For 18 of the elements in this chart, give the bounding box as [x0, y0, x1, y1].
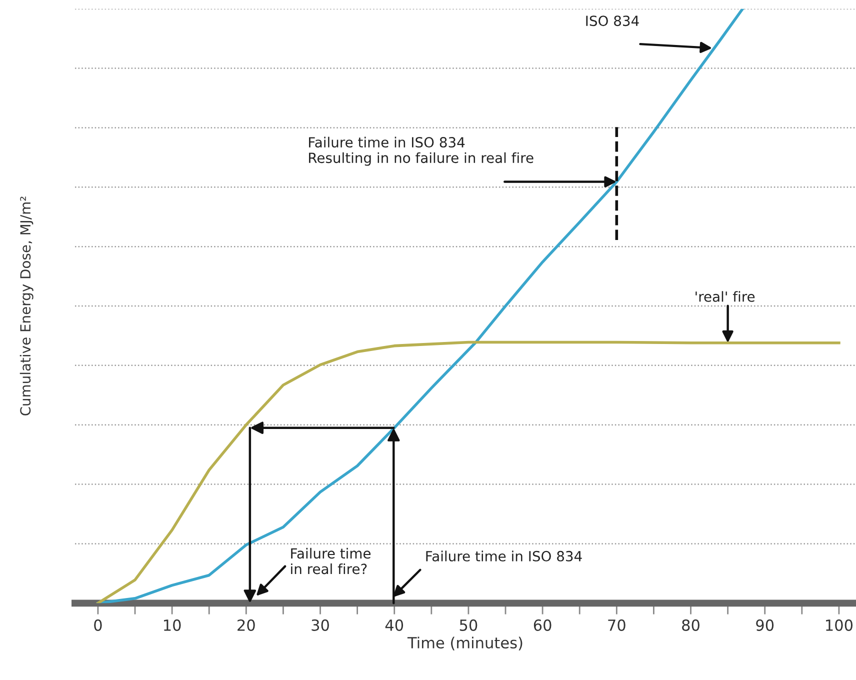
x-tick-label: 60: [534, 619, 552, 631]
annotation: 'real' fire: [696, 291, 755, 302]
x-tick-label: 50: [460, 619, 478, 631]
x-tick-label: 80: [682, 619, 700, 631]
x-tick-label: 0: [94, 619, 102, 631]
x-tick-label: 70: [608, 619, 626, 631]
x-tick-label: 30: [312, 619, 329, 631]
annotation: Failure time in real fire?: [291, 548, 371, 574]
x-tick-label: 20: [238, 619, 255, 631]
x-tick-label: 100: [826, 619, 853, 631]
x-tick-label: 10: [164, 619, 181, 631]
annotation: Failure time in ISO 834: [426, 550, 582, 562]
annotation: ISO 834: [586, 16, 639, 26]
x-tick-label: 90: [756, 619, 774, 631]
annotation: Failure time in ISO 834 Resulting in no failure in real fire: [309, 136, 534, 166]
x-tick-label: 40: [385, 619, 404, 631]
x-axis-title: Time (minutes): [407, 636, 522, 650]
y-axis-title: Cumulative Energy Dose, MJ/m²: [20, 196, 34, 416]
